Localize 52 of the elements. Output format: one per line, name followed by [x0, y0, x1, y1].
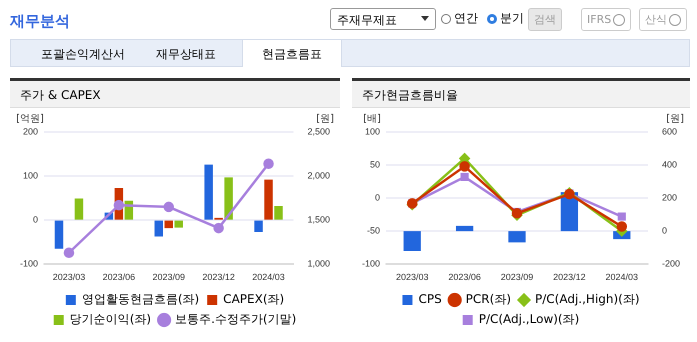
x-tick-label: 2023/12 [202, 272, 235, 282]
x-tick-label: 2023/09 [152, 272, 186, 282]
y2-tick-label: 400 [662, 160, 678, 170]
text: 주재무제표 [330, 8, 436, 30]
x-tick-label: 2023/09 [500, 272, 534, 282]
legend-label: 영업활동현금흐름(좌) [82, 292, 200, 306]
text: 산식 [645, 12, 667, 27]
legend-label: PCR(좌) [466, 292, 512, 306]
y2-tick-label: 2,500 [307, 126, 330, 136]
y-tick-label: 0 [33, 214, 38, 225]
y-tick-label: -50 [367, 226, 380, 236]
chart-title: 주가 & CAPEX [10, 81, 340, 108]
x-tick-label: 2024/03 [252, 272, 285, 282]
y-tick-label: 100 [22, 170, 38, 181]
x-tick-label: 2023/03 [52, 272, 86, 282]
y-tick-label: 50 [370, 160, 380, 170]
y2-tick-label: 200 [662, 192, 678, 203]
text: IFRS [587, 13, 612, 26]
y-axis-title: [배] [363, 114, 382, 125]
text: 연간 [454, 10, 478, 27]
text: 분기 [500, 10, 524, 27]
y2-tick-label: 1,500 [307, 214, 330, 225]
y2-tick-label: -200 [662, 258, 680, 269]
y2-axis-title: [원] [316, 114, 334, 125]
y-tick-label: -100 [362, 258, 380, 269]
legend-label: CAPEX(좌) [223, 292, 284, 306]
legend-label: 보통주.수정주가(기말) [175, 312, 296, 326]
x-tick-label: 2023/06 [102, 272, 136, 282]
text: 현금흐름표 [242, 39, 342, 67]
y2-tick-label: 0 [662, 226, 667, 236]
y2-tick-label: 1,000 [307, 258, 330, 269]
text: 재무분석 [10, 12, 70, 31]
y2-axis-title: [원] [666, 114, 684, 125]
y-tick-label: 0 [375, 192, 380, 203]
y-tick-label: 200 [22, 126, 38, 136]
y-tick-label: 100 [364, 126, 380, 136]
x-tick-label: 2024/03 [606, 272, 638, 282]
text: 재무상태표 [156, 46, 216, 63]
y-tick-label: -100 [20, 258, 38, 269]
chart-title: 주가현금흐름비율 [352, 81, 690, 108]
x-tick-label: 2023/12 [553, 272, 586, 282]
legend-label: P/C(Adj.,High)(좌) [535, 292, 640, 306]
y2-tick-label: 2,000 [307, 170, 330, 181]
legend-label: P/C(Adj.,Low)(좌) [478, 312, 580, 326]
x-tick-label: 2023/03 [396, 272, 428, 282]
legend-label: 당기순이익(좌) [70, 312, 152, 326]
y2-tick-label: 600 [662, 126, 678, 136]
x-tick-label: 2023/06 [448, 272, 481, 282]
text: 포괄손익계산서 [41, 46, 125, 63]
legend-label: CPS [418, 292, 442, 306]
text: 검색 [534, 12, 556, 27]
y-axis-title: [억원] [16, 114, 44, 125]
